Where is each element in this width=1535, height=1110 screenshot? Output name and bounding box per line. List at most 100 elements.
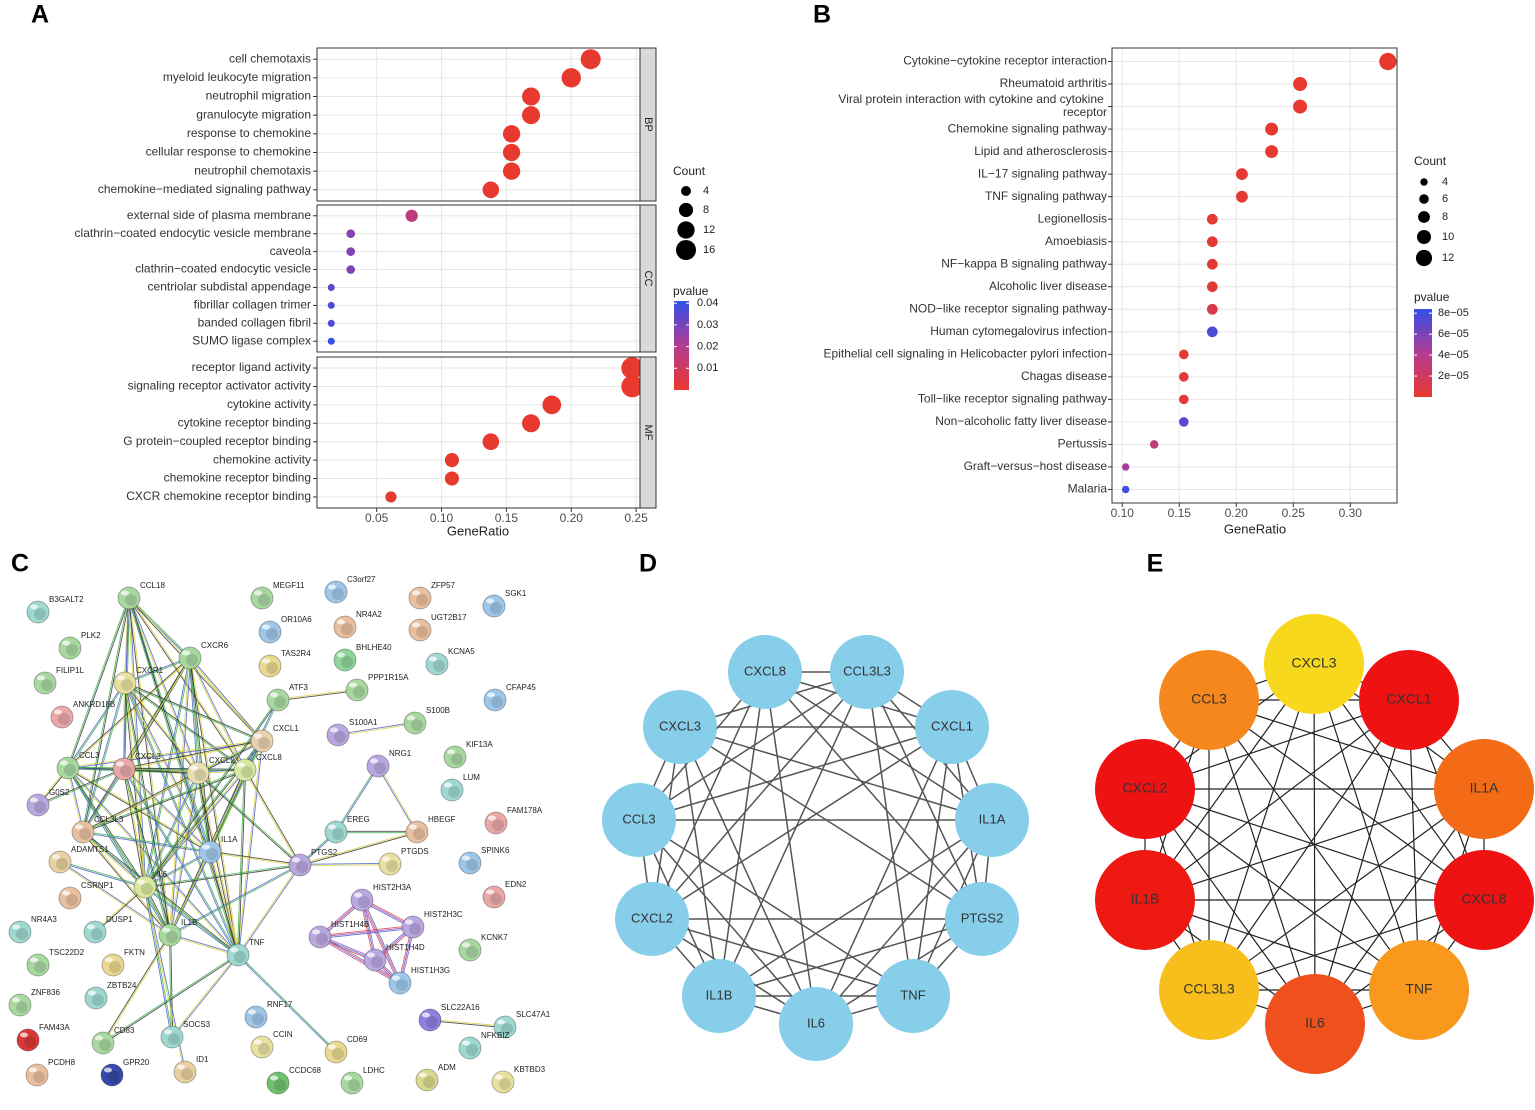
y-tick-label: cell chemotaxis: [229, 51, 311, 65]
node-shade: [491, 696, 503, 708]
y-tick-label: clathrin−coated endocytic vesicle membra…: [75, 226, 312, 240]
node-highlight: [29, 1067, 37, 1073]
edge: [83, 773, 199, 834]
legend-dot: [678, 202, 694, 218]
node-label: CXCR6: [201, 641, 229, 650]
node-shade: [234, 951, 246, 963]
edge: [1144, 788, 1485, 901]
y-tick-label: Amoebiasis: [1045, 234, 1107, 248]
dot: [346, 247, 356, 256]
node-label: HIST2H3C: [424, 910, 463, 919]
node-shade: [266, 628, 278, 640]
node-shade: [24, 1036, 36, 1048]
edge: [188, 658, 245, 771]
node-label: IL1A: [1470, 780, 1499, 796]
edge: [361, 899, 401, 984]
edge: [129, 597, 200, 773]
plot-panel: [317, 48, 640, 201]
node-shade: [91, 928, 103, 940]
node-shade: [274, 1079, 286, 1091]
node-shade: [186, 654, 198, 666]
edge: [124, 741, 263, 771]
legend-dot: [676, 240, 696, 260]
node: [915, 690, 989, 764]
node-label: CCL3: [1191, 691, 1227, 707]
node-shade: [16, 928, 28, 940]
node-label: ADM: [438, 1063, 456, 1072]
edge: [67, 768, 170, 936]
node-label: PLK2: [81, 631, 101, 640]
edge: [679, 726, 817, 1025]
x-tick-label: 0.25: [624, 511, 648, 525]
y-tick-label: banded collagen fibril: [198, 315, 311, 329]
node-shade: [433, 660, 445, 672]
node-highlight: [312, 929, 320, 935]
edge: [129, 597, 212, 852]
node-highlight: [202, 844, 210, 850]
dot: [1206, 236, 1218, 248]
edge: [83, 830, 211, 852]
edge: [1208, 699, 1485, 901]
dot: [1236, 190, 1248, 203]
y-tick-label: Rheumatoid arthritis: [1000, 76, 1107, 90]
node-shade: [274, 696, 286, 708]
node-label: ZFP57: [431, 581, 456, 590]
dot: [1265, 122, 1279, 136]
node-shade: [396, 979, 408, 991]
node-shade: [266, 662, 278, 674]
y-tick-label: CXCR chemokine receptor binding: [126, 489, 311, 503]
y-tick-label: Human cytomegalovirus infection: [930, 324, 1107, 338]
node-label: MEGF11: [273, 581, 305, 590]
edge: [718, 819, 993, 997]
node-label: EREG: [347, 815, 370, 824]
node-highlight: [407, 715, 415, 721]
node-label: UGT2B17: [431, 613, 467, 622]
y-tick-label: Alcoholic liver disease: [989, 279, 1107, 293]
edge: [83, 831, 146, 887]
node-shade: [492, 819, 504, 831]
edge: [638, 819, 817, 1025]
node-label: HIST2H3A: [373, 883, 412, 892]
node-highlight: [262, 658, 270, 664]
edge: [103, 935, 171, 1044]
legend-title: pvalue: [1414, 290, 1450, 304]
node-label: CD83: [114, 1026, 135, 1035]
edge: [172, 955, 239, 1038]
network: D CXCL8 CCL3L3 CXCL1 IL1A PTGS2 TNF IL6 IL1B CXCL…: [602, 550, 1029, 1061]
node-label: KBTBD3: [514, 1065, 546, 1074]
dot: [522, 87, 541, 106]
node-shade: [423, 1076, 435, 1088]
y-tick-label: Toll−like receptor signaling pathway: [918, 392, 1107, 406]
edge: [127, 598, 170, 936]
edge: [66, 597, 129, 768]
edge: [1208, 699, 1420, 991]
legend-label: 16: [703, 244, 715, 256]
edge: [912, 726, 953, 997]
edge: [128, 598, 190, 659]
node-label: CXCR1: [136, 666, 164, 675]
node-shade: [34, 608, 46, 620]
edge: [170, 933, 239, 955]
dot: [1293, 99, 1308, 114]
y-tick-label: fibrillar collagen trimer: [194, 298, 311, 312]
node: [955, 783, 1029, 857]
edge: [245, 769, 301, 865]
node: [1159, 940, 1259, 1040]
x-tick-label: 0.10: [1111, 506, 1135, 520]
edge: [125, 682, 172, 935]
edge: [651, 726, 953, 920]
edge: [68, 767, 171, 935]
color-bar: [674, 301, 689, 390]
node-label: IL6: [1305, 1015, 1325, 1031]
edge: [145, 865, 301, 889]
node: [643, 690, 717, 764]
node-label: IL1B: [181, 918, 197, 927]
node-highlight: [105, 957, 113, 963]
edge: [238, 954, 337, 1052]
y-tick-label: cytokine receptor binding: [178, 415, 311, 429]
edge: [68, 767, 239, 955]
edge: [127, 598, 238, 956]
node-shade: [141, 883, 153, 895]
node-label: CXCL1: [273, 724, 299, 733]
node-label: RNF17: [267, 1000, 293, 1009]
